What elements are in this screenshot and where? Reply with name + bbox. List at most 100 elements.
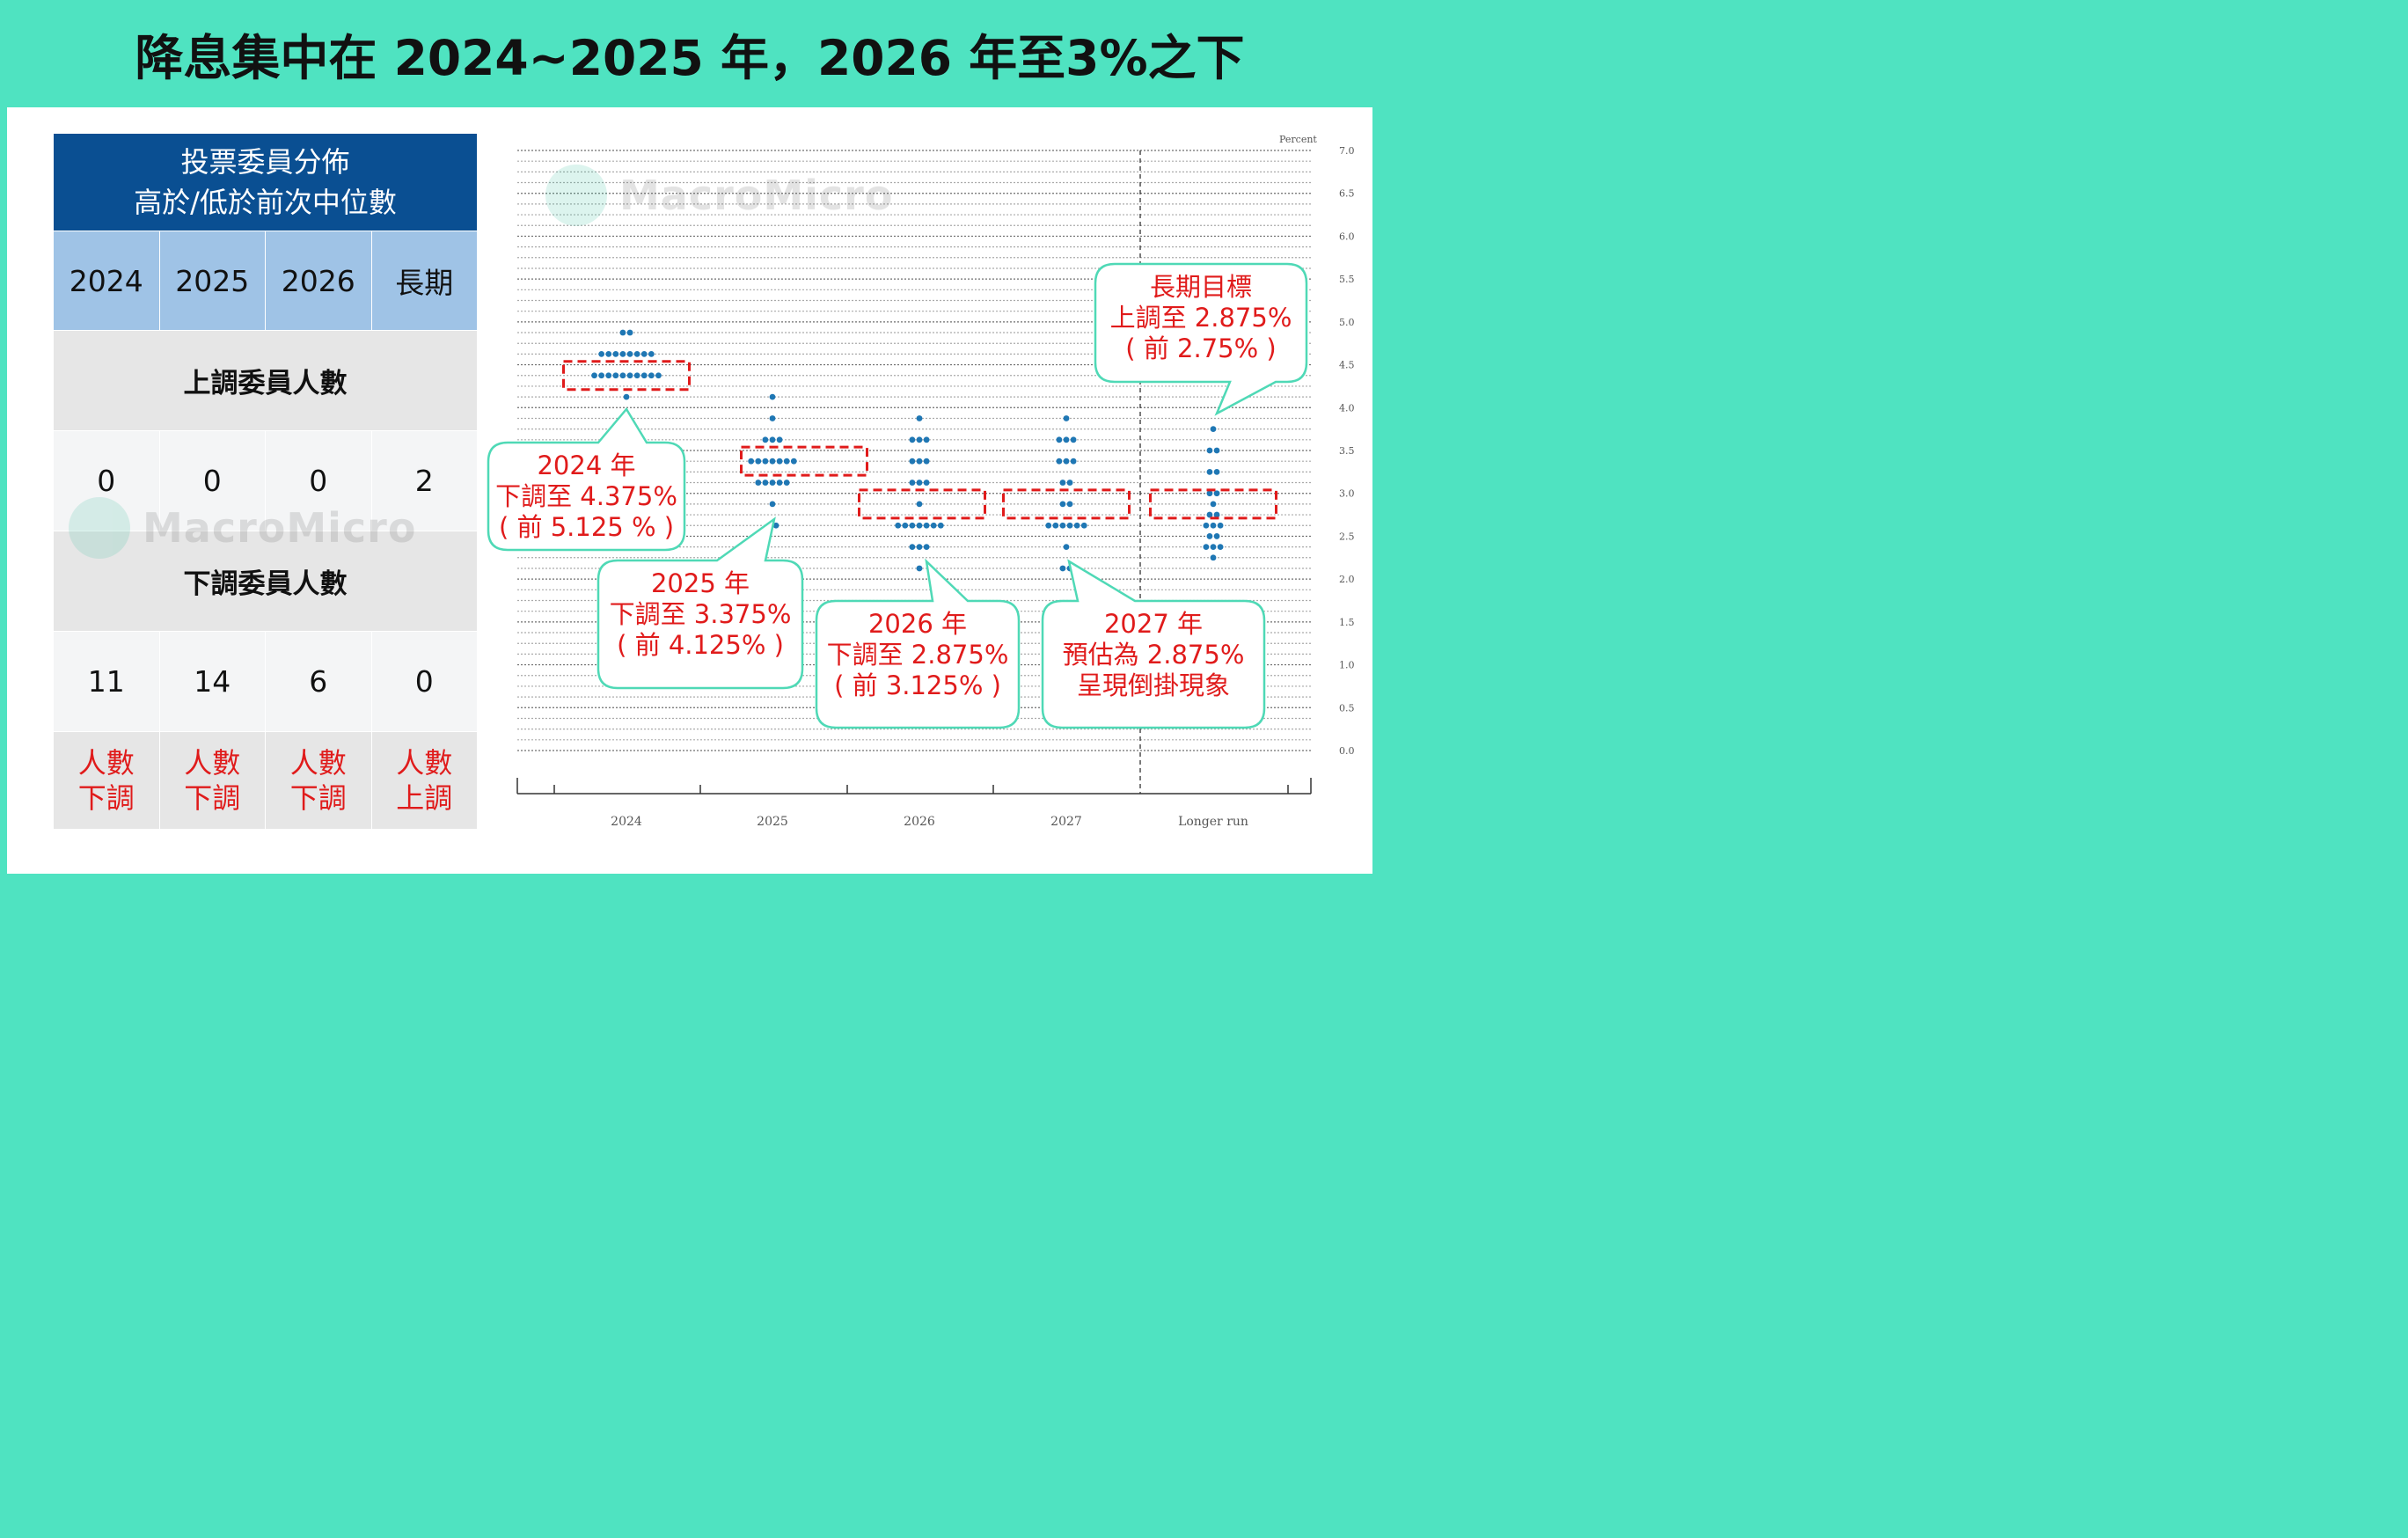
callout-text: 2027 年 [1104,609,1203,639]
note-line: 上調 [396,781,453,815]
x-tick-label: Longer run [1178,815,1248,829]
note-line: 人數 [396,746,453,780]
note-longrun: 人數 上調 [370,731,479,830]
callout-bubble [597,516,804,690]
dot-point [1066,480,1073,486]
y-tick-label: 7.0 [1339,145,1355,157]
note-line: 下調 [77,781,135,815]
callout-text: 下調至 3.375% [610,599,792,629]
dot-point [633,372,640,379]
raise-count-2024: 0 [53,430,160,531]
dot-point [1213,490,1220,497]
dot-point [1210,522,1217,529]
dot-point [1206,511,1213,518]
cut-count-longrun: 0 [370,631,479,732]
dot-point [619,329,626,336]
raise-count-longrun: 2 [370,430,479,531]
dot-point [902,522,909,529]
dot-point [916,544,923,551]
year-header-2024: 2024 [53,231,160,331]
year-header-2026: 2026 [265,231,372,331]
cut-section-label: 下調委員人數 [52,531,479,632]
dot-point [1073,522,1080,529]
dot-point [916,415,923,421]
callout-text: 下調至 4.375% [495,481,677,511]
callout-bubble [1041,559,1266,729]
dot-point [916,480,923,486]
dot-point [1217,544,1224,551]
dot-point [1052,522,1059,529]
dot-point [655,372,662,379]
dot-point [1206,468,1213,475]
y-tick-label: 0.5 [1339,702,1355,714]
y-tick-label: 4.5 [1339,360,1355,371]
dot-point [1056,436,1063,443]
note-2026: 人數 下調 [265,731,372,830]
dot-point [1066,522,1073,529]
dot-point [769,415,776,421]
dot-point [626,350,633,357]
dot-point [626,329,633,336]
callout-text: ( 前 4.125% ) [617,630,784,660]
dot-point [648,372,655,379]
dot-point [1213,511,1220,518]
y-tick-label: 6.0 [1339,231,1355,242]
dot-point [605,350,612,357]
dot-point [1203,544,1210,551]
y-axis-label: Percent [1279,134,1317,145]
dot-point [648,350,655,357]
raise-section-label: 上調委員人數 [52,330,479,431]
dot-point [640,350,648,357]
dot-point [783,480,790,486]
dot-point [1063,458,1070,465]
dot-point [916,501,923,508]
median-highlight-box [858,488,986,520]
dot-point [1210,426,1217,433]
dot-point [776,480,783,486]
dot-plot-chart: 0.0 0.5 1.0 1.5 2.0 2.5 3.0 3.5 4.0 4.5 5.0 5.5 6.0 6… [487,134,1355,829]
dot-point [1213,468,1220,475]
callout-text: 預估為 2.875% [1063,640,1245,670]
note-line: 人數 [289,746,347,780]
median-highlight-box [562,360,691,392]
callout-bubble [815,558,1021,729]
dot-point [916,458,923,465]
dot-point [916,565,923,572]
dot-point [1206,490,1213,497]
year-header-longrun: 長期 [370,231,479,331]
cut-count-2026: 6 [265,631,372,732]
callout-text: 長期目標 [1150,272,1252,302]
y-tick-label: 2.5 [1339,531,1355,542]
dot-point [776,436,783,443]
callout-text: ( 前 2.75% ) [1125,333,1276,363]
y-tick-label: 5.5 [1339,274,1355,285]
table-header-line1: 投票委員分佈 [180,145,350,179]
dot-point [605,372,612,379]
callout-bubble [487,406,686,552]
callout-text: ( 前 3.125% ) [834,670,1001,700]
dot-point [916,522,923,529]
dot-point [909,436,916,443]
note-2025: 人數 下調 [158,731,266,830]
median-highlight-box [1002,488,1131,520]
dot-point [640,372,648,379]
y-tick-label: 4.0 [1339,402,1355,414]
dot-point [783,458,790,465]
dot-point [776,458,783,465]
dot-point [619,350,626,357]
dot-point [909,480,916,486]
dot-point [762,436,769,443]
callout-text: 上調至 2.875% [1110,303,1292,333]
dot-point [1063,544,1070,551]
dot-point [1045,522,1052,529]
cut-count-2024: 11 [53,631,160,732]
dot-point [772,522,779,529]
dot-point [1063,415,1070,421]
note-line: 人數 [77,746,135,780]
dot-point [755,480,762,486]
dot-point [909,544,916,551]
note-line: 人數 [184,746,241,780]
committee-distribution-table: 投票委員分佈 高於/低於前次中位數 2024 2025 2026 長期 上調委員… [52,133,479,830]
callout-bubble [1094,262,1308,416]
callout-text: ( 前 5.125 % ) [499,512,674,542]
